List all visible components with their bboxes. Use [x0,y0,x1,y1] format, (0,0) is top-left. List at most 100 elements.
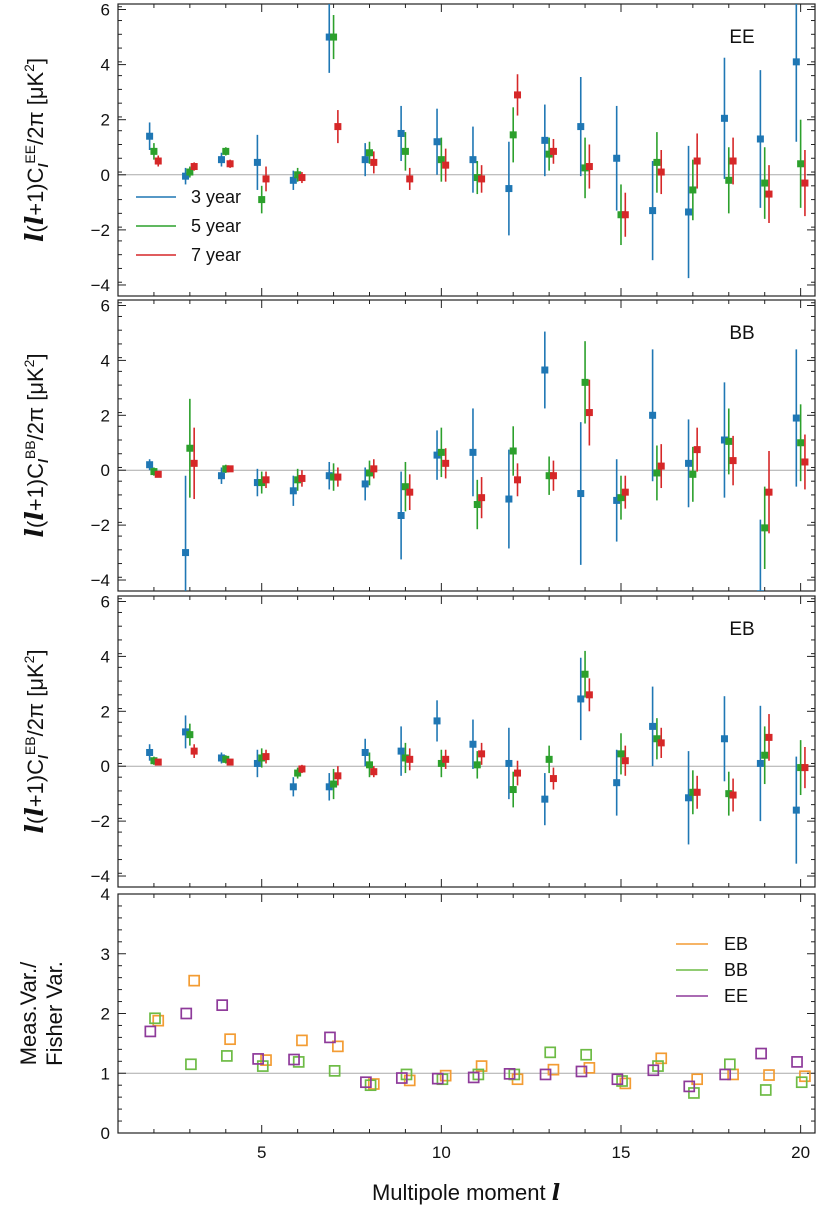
y-axis-label-part: ( [23,225,48,233]
point-3-year [397,512,405,520]
point-5-year [401,754,409,762]
series-group [144,974,811,1099]
y-axis-label-part: EB [22,736,38,755]
y-tick-label: −2 [91,221,110,240]
y-axis-label-part: l [20,824,49,834]
point-5-year [617,494,625,502]
point-3-year [541,136,549,144]
y-axis-label-part: 2 [21,64,37,72]
series-group [146,331,809,591]
y-axis-label-line: Meas.Var./ [16,961,41,1065]
point-5-year [761,524,769,532]
y-tick-label: 2 [101,702,110,721]
point-EE [395,1072,408,1084]
point-5-year [258,479,266,487]
point-5-year [689,186,697,194]
point-3-year [720,436,728,444]
y-tick-label: 4 [101,351,110,370]
point-3-year [756,759,764,767]
point-7-year [621,488,629,496]
point-7-year [765,190,773,198]
point-5-year [222,465,230,473]
point-3-year [505,759,513,767]
y-axis-label-part: l [20,233,49,243]
y-axis-label-part: BB [22,440,38,459]
y-tick-label: 3 [101,945,110,964]
y-axis-label-part: ] [23,649,48,655]
point-3-year [685,208,693,216]
point-BB [221,1050,233,1062]
y-axis-label: l(l+1)ClBB/2π [μK2] [20,353,51,537]
y-axis-label-line: Fisher Var. [42,961,67,1066]
point-7-year [262,476,270,484]
point-7-year [298,765,306,773]
point-EB [439,1069,452,1082]
y-axis-label: l(l+1)ClEE/2π [μK2] [20,58,51,242]
x-axis-title-text: Multipole moment [372,1180,552,1205]
point-7-year [621,757,629,765]
series-group [146,650,809,864]
y-tick-label: 0 [101,166,110,185]
point-5-year [545,755,553,763]
point-3-year [182,549,190,557]
point-7-year [657,739,665,747]
point-EE [144,1025,157,1038]
panel-ratio: 0 1 2 3 4 5 10 15 20 Meas.Var./Fisher Var. EB BB EE [16,885,816,1162]
point-5-year [653,735,661,743]
y-axis-label-part: l [35,162,51,167]
point-7-year [226,758,234,766]
point-7-year [621,211,629,219]
point-7-year [226,160,234,168]
point-3-year [756,135,764,143]
point-3-year [577,123,585,131]
point-EB [799,1070,811,1083]
point-3-year [289,783,297,791]
point-BB [580,1048,592,1061]
point-3-year [433,138,441,146]
point-5-year [509,786,517,794]
y-axis-label-part: ( [23,816,48,824]
point-7-year [585,163,593,171]
point-3-year [325,33,333,41]
point-EB [403,1074,416,1087]
point-3-year [792,58,800,66]
point-3-year [649,722,657,730]
x-tick-label: 10 [432,1143,451,1162]
point-3-year [541,795,549,803]
legend-label: EE [724,986,748,1006]
point-EE [288,1053,300,1066]
point-3-year [685,794,693,802]
x-axis-title: Multipole moment l [372,1180,560,1206]
point-BB [544,1046,557,1059]
point-7-year [729,457,737,465]
plot-frame [117,893,816,1134]
point-3-year [433,451,441,459]
point-3-year [397,747,405,755]
point-5-year [797,160,805,168]
point-7-year [406,755,414,763]
point-7-year [765,733,773,741]
point-7-year [406,488,414,496]
y-tick-label: 2 [101,406,110,425]
y-axis-label-part: l [35,458,51,463]
point-BB [328,1065,341,1077]
point-3-year [217,156,225,164]
point-7-year [442,459,450,467]
y-tick-label: 2 [101,1005,110,1024]
point-5-year [186,168,194,176]
point-5-year [222,755,230,763]
point-5-year [725,437,733,445]
point-5-year [150,468,158,476]
point-7-year [226,465,234,473]
point-3-year [182,172,190,180]
point-5-year [761,179,769,187]
point-7-year [154,470,162,478]
point-7-year [190,459,198,467]
y-axis-label-part: 2 [21,359,37,367]
point-7-year [190,163,198,171]
point-7-year [154,157,162,165]
point-7-year [442,161,450,169]
y-axis-label-part: /2π [μK [23,71,48,144]
